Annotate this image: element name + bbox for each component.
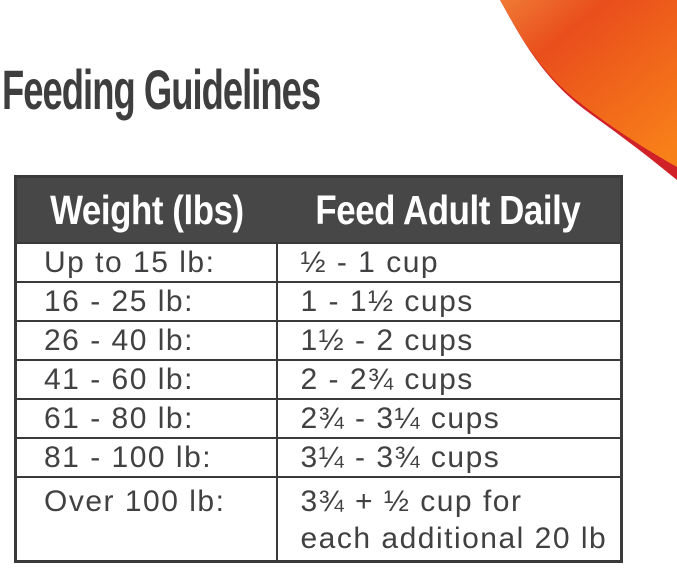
feed-cell: 1½ - 2 cups [275,320,623,361]
feed-cell: 2¾ - 3¼ cups [275,398,623,439]
weight-cell: 61 - 80 lb: [14,398,278,439]
column-header-weight: Weight (lbs) [15,176,277,243]
feed-cell: 3¼ - 3¾ cups [275,437,623,478]
weight-cell: 16 - 25 lb: [14,281,278,322]
weight-cell: Over 100 lb: [14,476,278,562]
column-header-weight-label: Weight (lbs) [49,186,244,233]
weight-cell: 26 - 40 lb: [14,320,278,361]
table-row: Up to 15 lb: ½ - 1 cup [14,242,623,283]
column-header-feed-label: Feed Adult Daily [315,186,581,233]
feed-cell: ½ - 1 cup [275,242,623,283]
table-row: Over 100 lb: 3¾ + ½ cup for each additio… [14,476,623,562]
weight-cell: 81 - 100 lb: [14,437,278,478]
feed-cell: 2 - 2¾ cups [275,359,623,400]
swoosh-orange-body [500,0,677,167]
table-row: 16 - 25 lb: 1 - 1½ cups [14,281,623,322]
weight-cell: Up to 15 lb: [14,242,278,283]
feed-cell: 3¾ + ½ cup for each additional 20 lb [275,476,623,562]
page-title: Feeding Guidelines [2,58,321,121]
feeding-guidelines-table: Weight (lbs) Feed Adult Daily Up to 15 l… [14,175,623,563]
table-row: 26 - 40 lb: 1½ - 2 cups [14,320,623,361]
table-row: 81 - 100 lb: 3¼ - 3¾ cups [14,437,623,478]
feed-cell-line: 3¾ + ½ cup for [300,485,523,518]
feed-cell-line: each additional 20 lb [300,522,608,555]
feed-cell: 1 - 1½ cups [275,281,623,322]
table-row: 61 - 80 lb: 2¾ - 3¼ cups [14,398,623,439]
weight-cell: 41 - 60 lb: [14,359,278,400]
column-header-feed: Feed Adult Daily [276,176,622,243]
orange-swoosh-decoration [500,0,677,180]
table-row: 41 - 60 lb: 2 - 2¾ cups [14,359,623,400]
table-header-row: Weight (lbs) Feed Adult Daily [15,176,622,243]
